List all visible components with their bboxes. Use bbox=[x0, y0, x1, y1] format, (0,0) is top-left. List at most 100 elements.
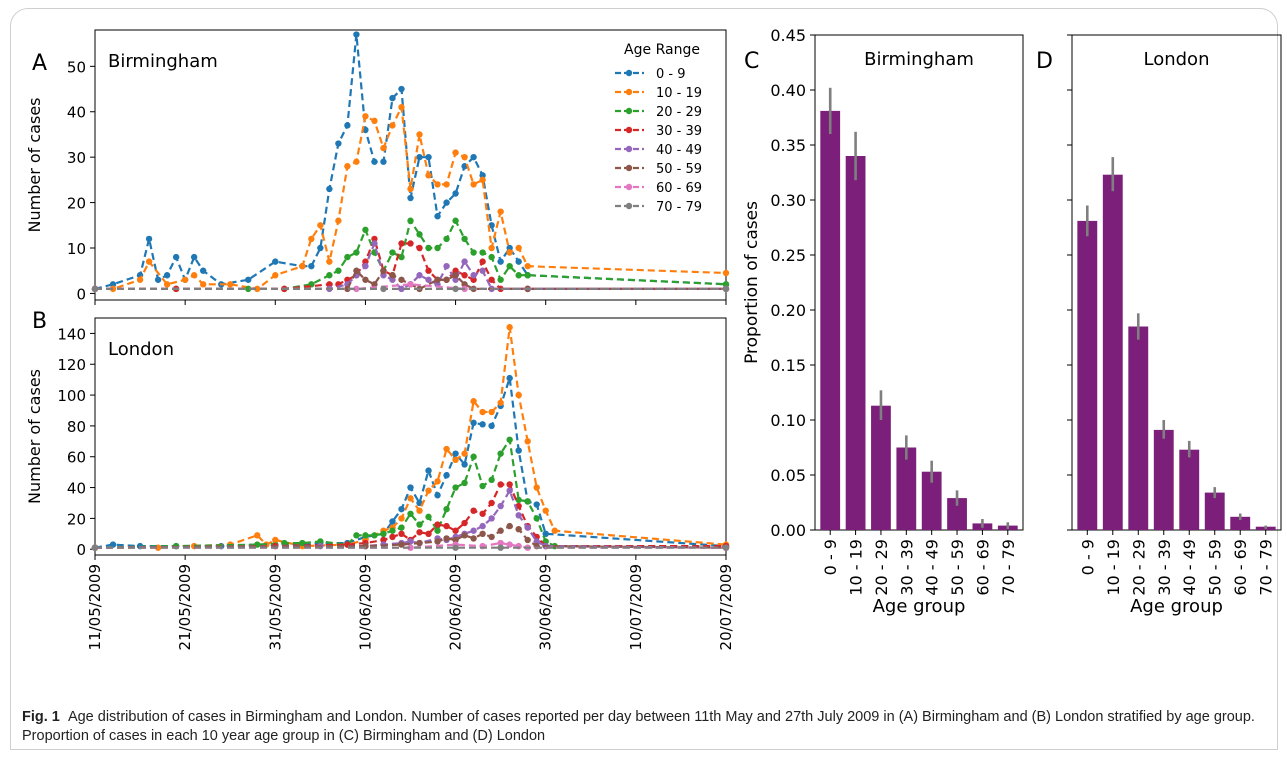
data-point bbox=[425, 530, 432, 538]
data-point bbox=[407, 240, 414, 247]
y-tick-label: 10 bbox=[67, 240, 86, 258]
data-point bbox=[353, 31, 360, 38]
data-point bbox=[479, 267, 486, 274]
y-tick-label: 0.00 bbox=[770, 521, 806, 540]
data-point bbox=[425, 267, 432, 274]
data-point bbox=[488, 222, 495, 229]
x-tick-label: 50 - 59 bbox=[1206, 539, 1225, 596]
data-point bbox=[362, 276, 369, 283]
series-line bbox=[94, 483, 726, 549]
data-point bbox=[515, 258, 522, 265]
data-point bbox=[506, 436, 513, 443]
x-tick-label: 10 - 19 bbox=[847, 539, 866, 596]
data-point bbox=[497, 527, 504, 534]
legend-title: Age Range bbox=[624, 42, 700, 58]
plot-frame-b bbox=[94, 317, 727, 556]
data-point bbox=[353, 249, 360, 256]
data-point bbox=[416, 507, 423, 514]
data-point bbox=[416, 131, 423, 138]
data-point bbox=[452, 544, 459, 551]
data-point bbox=[425, 276, 432, 283]
panel-d: D London 0 - 9 10 - 19 20 - 29 30 - 39 40 - 4… bbox=[1036, 34, 1282, 617]
data-point bbox=[371, 532, 378, 539]
panel-a: A 0 10 20 30 40 50 Number of cases Birmingham Ag… bbox=[25, 29, 730, 305]
y-tick-label: 0 bbox=[76, 285, 86, 303]
y-tick-label: 0.05 bbox=[770, 466, 806, 485]
data-point bbox=[506, 541, 513, 548]
data-point bbox=[479, 249, 486, 256]
x-tick-label: 30/06/2009 bbox=[537, 564, 555, 650]
data-point bbox=[524, 498, 531, 505]
data-point bbox=[371, 117, 378, 125]
data-point bbox=[416, 521, 423, 528]
panel-title: London bbox=[1144, 49, 1210, 70]
data-point bbox=[145, 235, 153, 243]
x-tick-label: 50 - 59 bbox=[948, 539, 967, 596]
legend: Age Range 0 - 9 10 - 19 20 - 29 30 - 39 40 - … bbox=[615, 42, 702, 215]
data-point bbox=[389, 527, 396, 534]
data-point bbox=[515, 272, 522, 279]
x-axis-label: Age group bbox=[1130, 596, 1223, 617]
data-point bbox=[452, 456, 459, 464]
data-point bbox=[506, 262, 513, 270]
panel-c-letter: C bbox=[744, 49, 759, 74]
legend-marker bbox=[625, 126, 633, 134]
data-point bbox=[398, 240, 405, 247]
data-point bbox=[461, 258, 468, 265]
data-point bbox=[317, 244, 324, 252]
data-point bbox=[380, 267, 387, 274]
data-point bbox=[452, 272, 459, 279]
data-point bbox=[389, 122, 396, 129]
data-point bbox=[272, 258, 279, 265]
data-point bbox=[326, 272, 333, 279]
data-point bbox=[109, 285, 117, 293]
legend-label: 0 - 9 bbox=[656, 67, 686, 82]
plot-frame-a bbox=[94, 29, 727, 301]
data-point bbox=[371, 240, 378, 247]
data-point bbox=[380, 285, 387, 293]
data-point bbox=[434, 538, 441, 545]
legend-label: 40 - 49 bbox=[656, 143, 702, 158]
series-line bbox=[94, 377, 727, 549]
data-point bbox=[488, 422, 495, 430]
data-point bbox=[443, 505, 450, 513]
data-point bbox=[461, 235, 468, 243]
data-point bbox=[389, 518, 396, 525]
data-point bbox=[326, 258, 333, 265]
legend-label: 10 - 19 bbox=[656, 86, 702, 101]
figure-canvas: A 0 10 20 30 40 50 Number of cases Birmingham Ag… bbox=[25, 26, 1282, 650]
data-point bbox=[434, 492, 441, 499]
data-point bbox=[398, 541, 405, 548]
data-point bbox=[479, 408, 486, 416]
data-point bbox=[398, 85, 405, 93]
y-tick-label: 120 bbox=[57, 356, 86, 374]
data-point bbox=[479, 530, 486, 538]
data-point bbox=[389, 272, 396, 279]
bar bbox=[820, 110, 841, 531]
y-tick-label: 0.10 bbox=[770, 411, 806, 430]
data-point bbox=[407, 510, 414, 517]
data-point bbox=[425, 467, 432, 474]
data-point bbox=[452, 267, 459, 274]
x-tick-label: 70 - 79 bbox=[1257, 539, 1276, 596]
bar bbox=[845, 156, 866, 530]
data-point bbox=[91, 544, 99, 551]
data-point bbox=[398, 285, 405, 293]
data-point bbox=[479, 421, 486, 428]
data-point bbox=[434, 527, 441, 534]
data-point bbox=[452, 484, 459, 491]
x-tick-label: 60 - 69 bbox=[973, 539, 992, 596]
x-tick-label: 21/05/2009 bbox=[176, 564, 194, 650]
data-point bbox=[434, 276, 441, 283]
data-point bbox=[506, 522, 513, 530]
data-point bbox=[479, 176, 486, 184]
legend-marker bbox=[625, 183, 633, 191]
data-point bbox=[272, 536, 279, 544]
y-tick-label: 0.20 bbox=[770, 301, 806, 320]
data-point bbox=[497, 258, 504, 265]
data-point bbox=[470, 276, 477, 283]
data-point bbox=[443, 235, 450, 243]
series-0-9 bbox=[91, 374, 730, 551]
data-point bbox=[443, 535, 450, 542]
series-line bbox=[94, 34, 727, 290]
